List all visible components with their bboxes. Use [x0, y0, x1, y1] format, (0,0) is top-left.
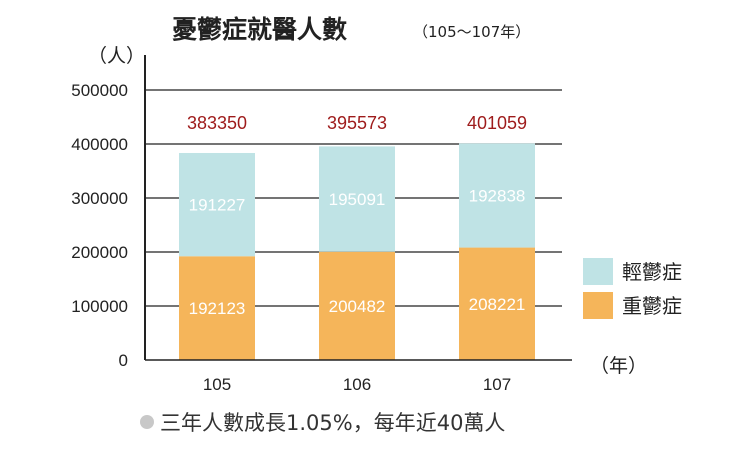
chart-subtitle: （105～107年） [413, 23, 530, 41]
bar-value-label: 191227 [189, 196, 246, 215]
axes: 0 100000 200000 300000 400000 500000 105 106 107 [71, 55, 572, 394]
y-tick-label: 0 [119, 351, 128, 370]
legend-swatch [583, 292, 613, 319]
bars [179, 143, 535, 360]
bullet-icon [140, 415, 154, 429]
chart-title: 憂鬱症就醫人數 [172, 15, 347, 44]
y-tick-label: 300000 [71, 189, 128, 208]
labels: 192123 191227 383350 200482 195091 395573 2082… [187, 113, 527, 318]
bar-total-label: 395573 [327, 113, 387, 133]
x-tick-label: 107 [483, 375, 511, 394]
y-tick-label: 200000 [71, 243, 128, 262]
footnote: 三年人數成長1.05%，每年近40萬人 [160, 411, 505, 435]
x-tick-label: 105 [203, 375, 231, 394]
bar-value-label: 192838 [469, 186, 526, 205]
y-tick-label: 100000 [71, 297, 128, 316]
bar-segment [459, 143, 535, 248]
bar-segment [319, 251, 395, 360]
bar-segment [459, 247, 535, 360]
x-axis-label: （年） [590, 355, 647, 377]
y-axis-label: （人） [88, 45, 145, 67]
bar-total-label: 401059 [467, 113, 527, 133]
bar-segment [179, 256, 255, 360]
bar-total-label: 383350 [187, 113, 247, 133]
bar-value-label: 192123 [189, 299, 246, 318]
bar-value-label: 200482 [329, 297, 386, 316]
legend-swatch [583, 258, 613, 285]
bar-segment [319, 146, 395, 252]
x-tick-label: 106 [343, 375, 371, 394]
bar-segment [179, 152, 255, 257]
y-tick-label: 500000 [71, 81, 128, 100]
bar-value-label: 208221 [469, 295, 526, 314]
y-tick-label: 400000 [71, 135, 128, 154]
legend-label: 重鬱症 [622, 294, 682, 318]
bar-value-label: 195091 [329, 190, 386, 209]
legend-label: 輕鬱症 [622, 260, 682, 284]
